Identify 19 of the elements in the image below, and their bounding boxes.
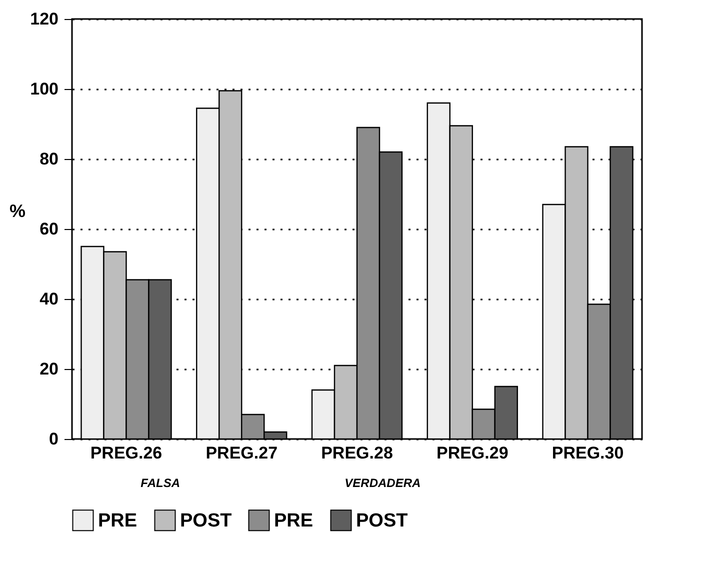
y-tick-label: 0 bbox=[49, 430, 58, 448]
text: VERDADERA bbox=[344, 476, 421, 490]
y-axis-title: % bbox=[9, 201, 26, 222]
x-tick-label: PREG.29 bbox=[436, 444, 508, 462]
legend-label: POST bbox=[180, 510, 232, 532]
legend-label: PRE bbox=[98, 510, 138, 532]
y-tick-label: 40 bbox=[40, 290, 58, 308]
x-tick-label: PREG.28 bbox=[321, 444, 393, 462]
x-tick-label: PREG.30 bbox=[552, 444, 624, 462]
y-tick-label: 100 bbox=[30, 80, 58, 98]
y-tick-label: 120 bbox=[30, 10, 58, 28]
x-tick-label: PREG.27 bbox=[206, 444, 278, 462]
y-tick-label: 60 bbox=[40, 220, 58, 238]
y-tick-label: 80 bbox=[40, 150, 58, 168]
y-tick-label: 20 bbox=[40, 360, 58, 378]
legend-label: PRE bbox=[274, 510, 314, 532]
x-tick-label: PREG.26 bbox=[90, 444, 162, 462]
text: FALSA bbox=[140, 476, 180, 490]
legend-label: POST bbox=[356, 510, 408, 532]
